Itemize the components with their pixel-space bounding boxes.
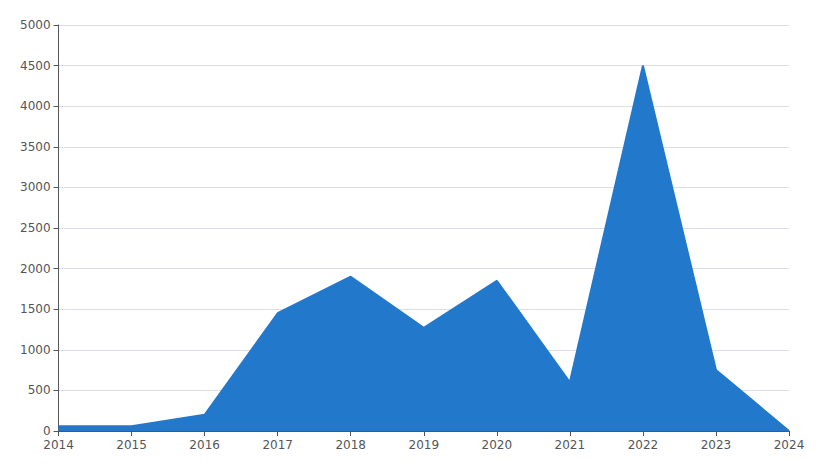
svg-text:2023: 2023 [701,438,732,452]
svg-text:2018: 2018 [335,438,366,452]
svg-text:4000: 4000 [20,99,51,113]
svg-text:2024: 2024 [774,438,805,452]
svg-text:2021: 2021 [555,438,586,452]
svg-text:500: 500 [28,383,51,397]
svg-text:2014: 2014 [43,438,74,452]
svg-text:2016: 2016 [189,438,220,452]
svg-text:5000: 5000 [20,18,51,32]
svg-text:2020: 2020 [482,438,513,452]
svg-text:2022: 2022 [628,438,659,452]
svg-text:2019: 2019 [408,438,439,452]
svg-text:2500: 2500 [20,221,51,235]
svg-text:2015: 2015 [116,438,147,452]
svg-text:2017: 2017 [262,438,293,452]
svg-text:4500: 4500 [20,59,51,73]
svg-text:0: 0 [43,424,51,438]
svg-text:3000: 3000 [20,180,51,194]
svg-text:1000: 1000 [20,343,51,357]
svg-text:1500: 1500 [20,302,51,316]
svg-text:2000: 2000 [20,262,51,276]
svg-text:3500: 3500 [20,140,51,154]
